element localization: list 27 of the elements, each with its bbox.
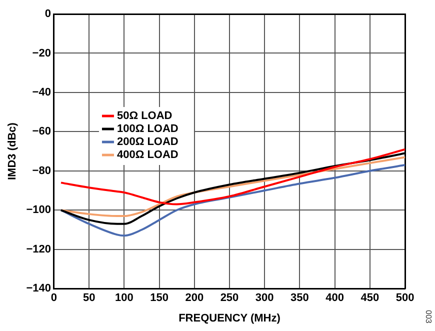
y-tick-label: −120 (26, 243, 51, 256)
y-tick-label: −80 (32, 164, 51, 177)
x-tick-label: 200 (185, 292, 204, 304)
legend-label: 400Ω LOAD (116, 149, 178, 162)
text: 003 (424, 310, 433, 323)
line-series (60, 148, 405, 206)
legend-label: 100Ω LOAD (116, 123, 178, 136)
x-tick-label: 100 (115, 292, 134, 304)
x-tick-label: 450 (360, 292, 380, 304)
x-tick-label: 50 (82, 292, 96, 304)
line-series (60, 164, 405, 237)
y-tick-label: −60 (32, 126, 51, 138)
x-tick-label: 400 (326, 292, 344, 304)
x-tick-label: 250 (220, 292, 239, 304)
y-tick-label: −40 (32, 86, 51, 98)
x-axis-title: FREQUENCY (MHz) (178, 312, 281, 324)
y-tick-label: −20 (32, 47, 51, 60)
y-tick-label: −100 (26, 204, 51, 216)
legend-label: 50Ω LOAD (116, 110, 172, 122)
x-tick-label: 150 (150, 292, 168, 304)
legend-label: 200Ω LOAD (116, 136, 178, 148)
y-tick-label: 0 (44, 8, 51, 20)
x-tick-label: 300 (255, 292, 274, 304)
y-tick-label: −140 (26, 282, 51, 295)
y-axis-title: IMD3 (dBc) (6, 122, 19, 180)
x-tick-label: 500 (396, 292, 414, 304)
x-tick-label: 350 (290, 292, 309, 304)
